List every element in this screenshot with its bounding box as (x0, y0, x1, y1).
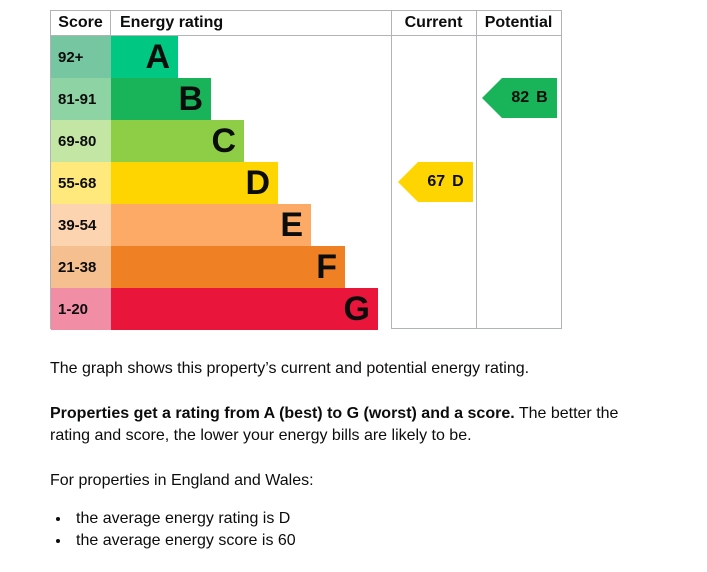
score-range-cell-a: 92+ (51, 36, 111, 78)
score-range-cell-f: 21-38 (51, 246, 111, 288)
band-bar-a: A (111, 36, 178, 78)
band-bar-e: E (111, 204, 311, 246)
average-score-item: the average energy score is 60 (71, 530, 690, 552)
score-range-cell-c: 69-80 (51, 120, 111, 162)
score-range-cell-e: 39-54 (51, 204, 111, 246)
band-row-b: 81-91 B (51, 78, 561, 120)
column-header-potential: Potential (484, 14, 553, 31)
current-rating-arrow: 67 D (398, 162, 473, 202)
band-row-c: 69-80 C (51, 120, 561, 162)
band-letter-g: G (343, 290, 370, 328)
potential-rating-band: B (536, 89, 548, 106)
rating-explanation-paragraph: Properties get a rating from A (best) to… (50, 403, 645, 447)
band-letter-f: F (316, 248, 337, 286)
column-header-energy-rating: Energy rating (120, 14, 224, 31)
band-bar-c: C (111, 120, 244, 162)
average-rating-item: the average energy rating is D (71, 508, 690, 530)
band-row-g: 1-20 G (51, 288, 561, 330)
band-letter-d: D (245, 164, 270, 202)
band-letter-a: A (145, 38, 170, 76)
band-letter-b: B (178, 80, 203, 118)
band-bar-d: D (111, 162, 278, 204)
left-arrow-shape (482, 78, 557, 118)
average-stats-list: the average energy rating is D the avera… (50, 508, 690, 552)
score-range-cell-d: 55-68 (51, 162, 111, 204)
current-column-divider (391, 11, 392, 329)
chart-body: 92+ A 81-91 B 69-80 C 55-68 (51, 36, 561, 330)
band-letter-e: E (280, 206, 303, 244)
rating-explanation-bold: Properties get a rating from A (best) to… (50, 405, 515, 422)
band-bar-f: F (111, 246, 345, 288)
score-range-cell-g: 1-20 (51, 288, 111, 330)
potential-rating-score: 82 (511, 89, 530, 106)
chart-header-row: Score Energy rating Current Potential (51, 11, 561, 36)
potential-column-divider (476, 11, 477, 329)
table-bottom-border (391, 328, 561, 329)
current-rating-label: 67 D (418, 162, 473, 202)
potential-rating-arrow: 82 B (482, 78, 557, 118)
column-header-current: Current (404, 14, 463, 31)
band-letter-c: C (211, 122, 236, 160)
score-range-cell-b: 81-91 (51, 78, 111, 120)
description-text-block: The graph shows this property’s current … (50, 358, 690, 552)
band-row-a: 92+ A (51, 36, 561, 78)
band-row-d: 55-68 D (51, 162, 561, 204)
current-rating-score: 67 (427, 173, 446, 190)
band-row-e: 39-54 E (51, 204, 561, 246)
potential-rating-label: 82 B (502, 78, 557, 118)
current-rating-band: D (452, 173, 464, 190)
epc-rating-chart: Score Energy rating Current Potential 92… (50, 10, 562, 330)
band-row-f: 21-38 F (51, 246, 561, 288)
rating-explanation-rest: The better the rating and score, the low… (50, 405, 619, 444)
band-bar-g: G (111, 288, 378, 330)
column-header-score: Score (51, 11, 111, 35)
region-paragraph: For properties in England and Wales: (50, 472, 314, 489)
left-arrow-shape (398, 162, 473, 202)
intro-paragraph: The graph shows this property’s current … (50, 360, 530, 377)
band-bar-b: B (111, 78, 211, 120)
